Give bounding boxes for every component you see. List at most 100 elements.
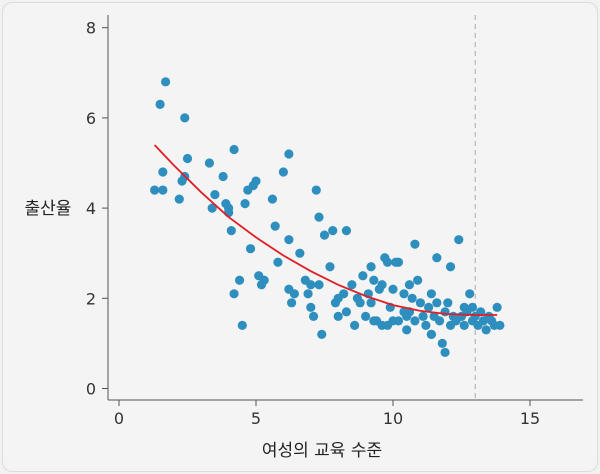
data-point (229, 289, 239, 299)
data-point (418, 311, 428, 321)
data-point (306, 302, 316, 312)
data-point (393, 257, 404, 267)
data-point (237, 320, 247, 330)
data-point (174, 194, 184, 204)
data-point (432, 253, 442, 263)
data-point (306, 280, 316, 290)
data-point (207, 203, 217, 213)
data-point (158, 185, 168, 195)
data-point (278, 167, 288, 177)
data-point (426, 289, 436, 299)
data-point (155, 99, 165, 109)
data-point (443, 298, 453, 308)
data-point (240, 198, 250, 209)
data-point (413, 275, 423, 285)
data-point (366, 262, 376, 272)
data-point (445, 262, 456, 272)
data-point (287, 298, 297, 308)
data-point (459, 320, 469, 330)
data-point (437, 338, 447, 348)
y-tick-label: 8 (86, 19, 96, 38)
data-point (404, 280, 415, 290)
data-point (328, 226, 338, 236)
data-point (424, 302, 434, 312)
data-point (495, 320, 505, 330)
data-point (355, 298, 365, 308)
data-point (492, 302, 502, 312)
data-point (289, 289, 299, 299)
data-point (361, 311, 371, 321)
data-point (303, 289, 313, 299)
data-point (388, 284, 398, 294)
data-point (440, 347, 450, 358)
data-point (426, 329, 436, 339)
y-tick-label: 2 (86, 289, 96, 308)
data-point (319, 230, 330, 240)
data-point (369, 275, 379, 285)
data-point (150, 185, 160, 195)
data-point (333, 311, 343, 321)
data-point (366, 298, 376, 308)
data-point (224, 208, 234, 218)
data-point (341, 226, 352, 236)
data-point (210, 189, 220, 200)
data-point (399, 289, 409, 299)
data-point (314, 212, 324, 222)
data-point (369, 316, 379, 326)
data-point (454, 235, 464, 245)
data-point (234, 275, 245, 285)
data-point (347, 280, 357, 290)
data-point (284, 235, 294, 245)
data-point (339, 289, 349, 299)
data-point (415, 298, 425, 308)
data-point (314, 280, 324, 290)
x-axis-title: 여성의 교육 수준 (262, 441, 382, 461)
data-point (273, 257, 283, 267)
data-point (308, 311, 319, 321)
data-point (358, 271, 368, 281)
data-point (284, 149, 294, 159)
data-point (377, 280, 387, 290)
data-point (421, 320, 431, 330)
data-point (465, 289, 475, 299)
fit-curve (153, 144, 498, 316)
x-tick-label: 10 (383, 409, 403, 428)
data-point (467, 302, 478, 312)
data-point (229, 144, 239, 155)
data-point (432, 298, 442, 308)
data-point (410, 316, 420, 326)
data-point (226, 226, 236, 236)
data-point (259, 275, 269, 285)
labels-group: 0 2 4 6 8 0 5 10 15 (86, 19, 540, 428)
data-point (245, 244, 256, 254)
data-point (410, 239, 420, 249)
data-point (311, 185, 321, 195)
data-point (267, 194, 278, 204)
data-point (382, 257, 393, 267)
data-point (350, 320, 360, 330)
data-point (180, 113, 190, 123)
x-tick-label: 5 (251, 409, 261, 428)
x-tick-label: 0 (114, 409, 124, 428)
data-point (270, 221, 280, 231)
fit-curve-group (153, 144, 498, 316)
data-point (295, 248, 305, 258)
y-tick-label: 0 (86, 380, 96, 399)
data-point (204, 158, 215, 168)
y-tick-label: 6 (86, 109, 96, 128)
data-point (393, 316, 404, 326)
data-point (440, 307, 450, 317)
data-point (158, 167, 168, 177)
data-point (251, 176, 261, 186)
data-point (160, 77, 171, 87)
data-point (182, 153, 193, 164)
data-point (325, 262, 335, 272)
data-point (434, 316, 445, 326)
y-axis-title: 출산율 (25, 199, 72, 219)
data-point (341, 307, 352, 317)
data-point (481, 325, 491, 335)
x-tick-label: 15 (520, 409, 540, 428)
axes (102, 15, 583, 406)
